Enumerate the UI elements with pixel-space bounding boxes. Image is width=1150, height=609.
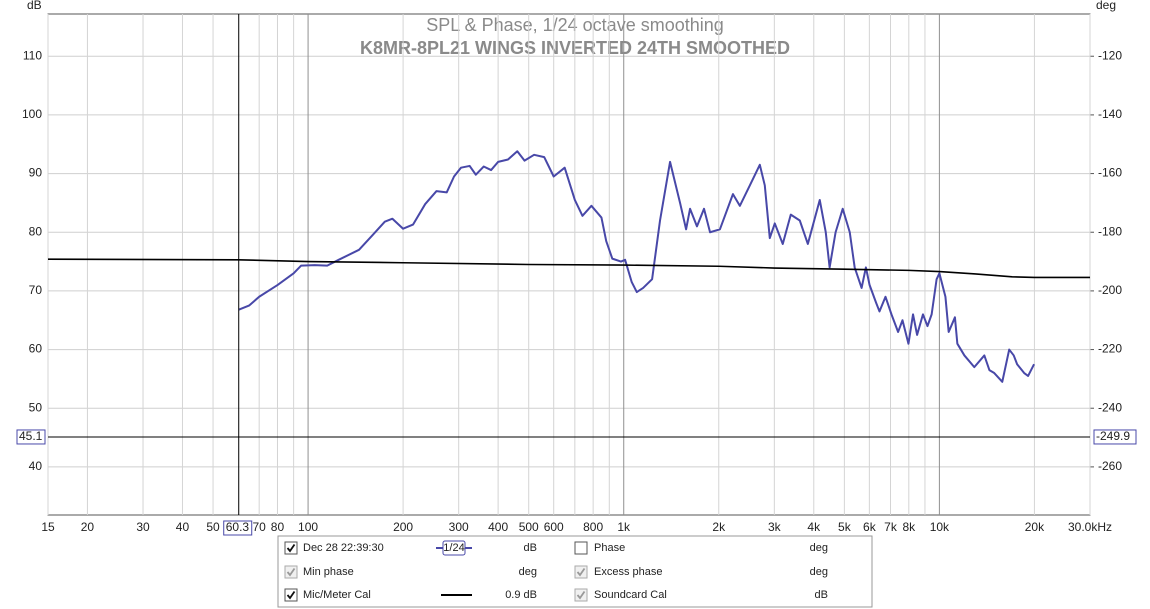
x-tick-label: 800 [583, 520, 603, 534]
legend-unit: dB [524, 542, 537, 554]
x-tick-label: 70 [252, 520, 266, 534]
y2-axis-label: deg [1096, 0, 1116, 12]
x-tick-label: 600 [544, 520, 564, 534]
y-tick-label: 80 [29, 224, 43, 238]
x-tick-label: 2k [712, 520, 726, 534]
x-tick-label: 500 [519, 520, 539, 534]
x-tick-label: 1k [617, 520, 631, 534]
legend-entry: Phase [594, 542, 625, 554]
checkmark [286, 543, 296, 553]
checkmark [286, 567, 296, 577]
series-line [47, 258, 1090, 279]
x-tick-label: 15 [41, 520, 55, 534]
x-tick-label: 40 [176, 520, 190, 534]
legend-entry: Excess phase [594, 566, 662, 578]
y-tick-label: 40 [29, 459, 43, 473]
legend-panel: Dec 28 22:39:30 1/24 dB Phase deg Min phase de… [277, 535, 873, 608]
y-tick-label: 60 [29, 342, 43, 356]
legend-entry: Min phase [303, 566, 354, 578]
y2-tick-label: -180 [1098, 224, 1122, 238]
y2-tick-label: -260 [1098, 459, 1122, 473]
y-tick-label: 100 [22, 107, 42, 121]
x-tick-label: 10k [930, 520, 950, 534]
legend-entry: Mic/Meter Cal [303, 589, 371, 601]
x-tick-label: 5k [838, 520, 852, 534]
x-tick-label: 7k [884, 520, 898, 534]
x-tick-label: 80 [271, 520, 285, 534]
checkmark [286, 590, 296, 600]
cursor-x-label-box [223, 520, 253, 536]
legend-unit: dB [815, 589, 828, 601]
checkmark [576, 567, 586, 577]
cursor-y-label: 45.1 [19, 429, 43, 443]
x-tick-label: 30.0kHz [1068, 520, 1112, 534]
x-tick-label: 6k [863, 520, 877, 534]
legend-unit: deg [810, 566, 828, 578]
x-tick-label: 20k [1025, 520, 1045, 534]
cursor-y2-label: -249.9 [1096, 429, 1130, 443]
y2-tick-label: -140 [1098, 107, 1122, 121]
legend-entry: Soundcard Cal [594, 589, 667, 601]
x-tick-label: 4k [807, 520, 821, 534]
cursor-y2-label-box [1093, 429, 1137, 445]
y2-tick-label: -160 [1098, 166, 1122, 180]
smoothing-label: 1/24 [443, 542, 464, 554]
y-tick-label: 90 [29, 166, 43, 180]
y2-tick-label: -240 [1098, 400, 1122, 414]
legend-unit: deg [810, 542, 828, 554]
x-tick-label: 50 [206, 520, 220, 534]
x-tick-label: 3k [768, 520, 782, 534]
cursor-y-label-box [16, 429, 46, 445]
x-tick-label: 300 [449, 520, 469, 534]
y2-tick-label: -200 [1098, 283, 1122, 297]
x-tick-label: 30 [136, 520, 150, 534]
y-axis-label: dB [27, 0, 42, 12]
y-tick-label: 50 [29, 400, 43, 414]
legend-value: 0.9 dB [505, 589, 537, 601]
y-tick-label: 70 [29, 283, 43, 297]
series-line [238, 150, 1035, 383]
cursor-x-label: 60.3 [226, 520, 250, 534]
legend-unit: deg [519, 566, 537, 578]
x-tick-label: 400 [488, 520, 508, 534]
legend-entry: Dec 28 22:39:30 [303, 542, 384, 554]
y2-tick-label: -220 [1098, 342, 1122, 356]
checkmark [576, 590, 586, 600]
x-tick-label: 20 [81, 520, 95, 534]
x-tick-label: 100 [298, 520, 318, 534]
y-tick-label: 110 [23, 48, 42, 62]
y2-tick-label: -120 [1098, 48, 1122, 62]
x-tick-label: 8k [902, 520, 916, 534]
x-tick-label: 200 [393, 520, 413, 534]
checkbox [574, 541, 588, 555]
